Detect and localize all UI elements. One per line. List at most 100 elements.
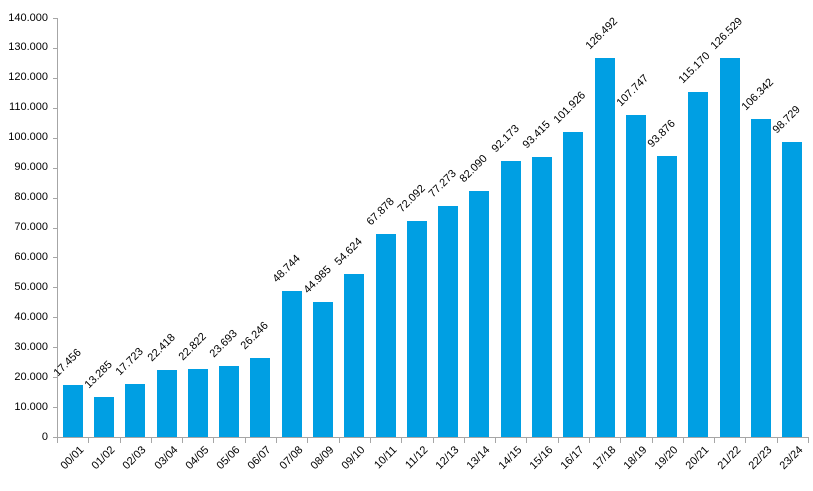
bar bbox=[626, 115, 646, 437]
x-axis-tick bbox=[370, 438, 371, 443]
x-axis-tick bbox=[620, 438, 621, 443]
y-axis-tick bbox=[53, 257, 57, 258]
bar bbox=[157, 370, 177, 437]
x-axis-tick bbox=[652, 438, 653, 443]
x-axis-tick bbox=[401, 438, 402, 443]
bar bbox=[469, 191, 489, 437]
bar-value-label: 22.822 bbox=[176, 330, 209, 363]
x-axis-tick bbox=[120, 438, 121, 443]
y-axis-tick bbox=[53, 48, 57, 49]
bar-value-label: 126.529 bbox=[708, 15, 746, 52]
y-axis-tick-label: 100.000 bbox=[8, 131, 48, 143]
x-axis-tick bbox=[88, 438, 89, 443]
y-axis-tick-label: 20.000 bbox=[14, 371, 48, 383]
bar bbox=[313, 302, 333, 437]
y-axis-tick-label: 60.000 bbox=[14, 251, 48, 263]
bar bbox=[720, 58, 740, 437]
y-axis-tick bbox=[53, 377, 57, 378]
y-axis-tick bbox=[53, 108, 57, 109]
bar-value-label: 44.985 bbox=[301, 263, 334, 296]
bar-value-label: 107.747 bbox=[614, 72, 652, 109]
bar-value-label: 77.273 bbox=[426, 167, 459, 200]
x-axis-tick bbox=[745, 438, 746, 443]
y-axis-tick-label: 0 bbox=[41, 431, 48, 443]
bar bbox=[250, 358, 270, 437]
bar-value-label: 82.090 bbox=[457, 152, 490, 185]
bar-value-label: 93.876 bbox=[645, 117, 678, 150]
x-axis-tick bbox=[151, 438, 152, 443]
x-axis-tick bbox=[683, 438, 684, 443]
bar-value-label: 54.624 bbox=[332, 235, 365, 268]
bar-value-label: 26.246 bbox=[238, 319, 271, 352]
bar-value-label: 13.285 bbox=[82, 358, 115, 391]
bar-value-label: 17.723 bbox=[113, 345, 146, 378]
bar-value-label: 98.729 bbox=[770, 103, 803, 136]
bar bbox=[282, 291, 302, 437]
x-axis-tick bbox=[464, 438, 465, 443]
x-axis-tick bbox=[526, 438, 527, 443]
y-axis-tick-label: 120.000 bbox=[8, 71, 48, 83]
y-axis-tick-label: 10.000 bbox=[14, 401, 48, 413]
bar bbox=[782, 142, 802, 437]
x-axis-tick bbox=[276, 438, 277, 443]
y-axis-tick bbox=[53, 78, 57, 79]
bar bbox=[657, 156, 677, 437]
y-axis-tick bbox=[53, 437, 57, 438]
bar-value-label: 101.926 bbox=[551, 89, 589, 126]
bar-value-label: 72.092 bbox=[395, 182, 428, 215]
bar-value-label: 67.878 bbox=[364, 195, 397, 228]
x-axis-tick bbox=[714, 438, 715, 443]
bar bbox=[501, 161, 521, 437]
y-axis-tick-label: 90.000 bbox=[14, 161, 48, 173]
y-axis-tick bbox=[53, 18, 57, 19]
bar-value-label: 93.415 bbox=[520, 118, 553, 151]
bar bbox=[438, 206, 458, 437]
bar bbox=[94, 397, 114, 437]
y-axis-tick-label: 130.000 bbox=[8, 41, 48, 53]
x-axis-tick bbox=[307, 438, 308, 443]
y-axis-tick bbox=[53, 347, 57, 348]
bar bbox=[751, 119, 771, 437]
x-axis-line bbox=[57, 437, 809, 438]
y-axis-tick bbox=[53, 407, 57, 408]
x-axis-tick bbox=[589, 438, 590, 443]
bar-value-label: 23.693 bbox=[207, 327, 240, 360]
bar-value-label: 22.418 bbox=[145, 331, 178, 364]
bar bbox=[532, 157, 552, 437]
bar bbox=[219, 366, 239, 437]
bar-value-label: 106.342 bbox=[739, 76, 777, 113]
x-axis-tick bbox=[777, 438, 778, 443]
x-axis-tick bbox=[339, 438, 340, 443]
bar-value-label: 92.173 bbox=[489, 122, 522, 155]
y-axis-line bbox=[57, 18, 58, 438]
y-axis-tick-label: 70.000 bbox=[14, 221, 48, 233]
y-axis-tick bbox=[53, 228, 57, 229]
x-axis-tick bbox=[495, 438, 496, 443]
y-axis-tick-label: 80.000 bbox=[14, 191, 48, 203]
bar bbox=[595, 58, 615, 437]
bar bbox=[188, 369, 208, 437]
bar bbox=[688, 92, 708, 437]
x-axis-tick bbox=[808, 438, 809, 443]
x-axis-tick bbox=[213, 438, 214, 443]
x-axis-tick bbox=[182, 438, 183, 443]
bar bbox=[125, 384, 145, 437]
bar bbox=[376, 234, 396, 437]
x-axis-tick bbox=[433, 438, 434, 443]
bar-value-label: 126.492 bbox=[583, 15, 621, 52]
bar bbox=[563, 132, 583, 437]
bar bbox=[63, 385, 83, 437]
y-axis-tick-label: 110.000 bbox=[9, 101, 48, 113]
bar-value-label: 115.170 bbox=[676, 49, 713, 86]
x-axis-tick bbox=[57, 438, 58, 443]
y-axis-tick bbox=[53, 287, 57, 288]
y-axis-tick-label: 40.000 bbox=[14, 311, 48, 323]
bar bbox=[344, 274, 364, 437]
bar bbox=[407, 221, 427, 437]
x-axis-tick bbox=[245, 438, 246, 443]
y-axis-tick bbox=[53, 317, 57, 318]
y-axis-tick bbox=[53, 168, 57, 169]
y-axis-tick bbox=[53, 198, 57, 199]
y-axis-tick-label: 50.000 bbox=[14, 281, 48, 293]
